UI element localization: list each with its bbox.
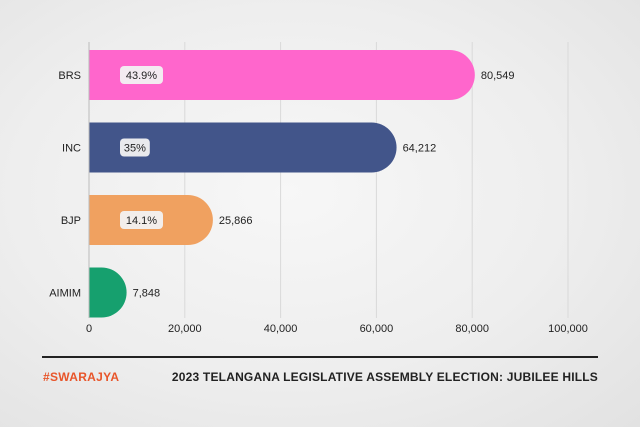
brand-logo-text: #SWARAJYA: [43, 370, 120, 384]
category-label-inc: INC: [62, 143, 81, 155]
value-label-aimim: 7,848: [133, 288, 161, 300]
bar-inc: [89, 122, 397, 173]
category-label-aimim: AIMIM: [49, 288, 81, 300]
category-label-bjp: BJP: [61, 215, 81, 227]
percent-label-bjp: 14.1%: [126, 215, 157, 227]
bar-brs: [89, 50, 475, 100]
value-label-brs: 80,549: [481, 70, 515, 82]
percent-badge-inc: [120, 138, 150, 157]
x-tick-label-4: 80,000: [455, 323, 489, 335]
x-tick-label-2: 40,000: [264, 323, 298, 335]
bar-aimim: [89, 267, 127, 318]
percent-badge-brs: [120, 66, 163, 84]
x-tick-label-3: 60,000: [360, 323, 394, 335]
category-label-brs: BRS: [58, 70, 81, 82]
x-tick-label-5: 100,000: [548, 323, 588, 335]
value-label-inc: 64,212: [403, 143, 437, 155]
percent-label-inc: 35%: [124, 143, 146, 155]
x-tick-label-0: 0: [86, 323, 92, 335]
percent-label-brs: 43.9%: [126, 70, 157, 82]
footer-divider: [42, 356, 598, 358]
value-label-bjp: 25,866: [219, 215, 253, 227]
percent-badge-bjp: [120, 211, 163, 229]
x-tick-label-1: 20,000: [168, 323, 202, 335]
chart-title: 2023 TELANGANA LEGISLATIVE ASSEMBLY ELEC…: [171, 370, 598, 384]
